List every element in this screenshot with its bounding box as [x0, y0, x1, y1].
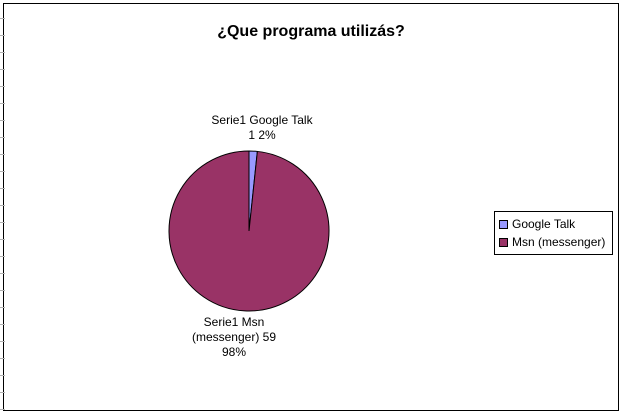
worksheet-row-tick: [0, 324, 5, 325]
pie-chart: [168, 150, 330, 312]
legend-item-google-talk: Google Talk: [499, 216, 575, 232]
worksheet-row-tick: [0, 205, 5, 206]
worksheet-row-tick: [0, 52, 5, 53]
legend-item-msn: Msn (messenger): [499, 234, 605, 250]
worksheet-row-tick: [0, 307, 5, 308]
worksheet-row-tick: [0, 69, 5, 70]
worksheet-row-tick: [0, 273, 5, 274]
legend-label-msn: Msn (messenger): [512, 235, 606, 249]
chart-title: ¿Que programa utilizás?: [217, 23, 405, 40]
worksheet-row-tick: [0, 35, 5, 36]
chart-area[interactable]: ¿Que programa utilizás? Serie1 Google Ta…: [3, 3, 619, 411]
worksheet-row-tick: [0, 239, 5, 240]
worksheet-row-tick: [0, 171, 5, 172]
worksheet-row-tick: [0, 120, 5, 121]
worksheet-row-tick: [0, 256, 5, 257]
worksheet-row-tick: [0, 222, 5, 223]
worksheet-row-tick: [0, 341, 5, 342]
worksheet-row-tick: [0, 18, 5, 19]
data-label-google-talk-line-2: 1 2%: [248, 128, 276, 142]
data-label-google-talk: Serie1 Google Talk 1 2%: [182, 113, 342, 143]
worksheet-row-tick: [0, 290, 5, 291]
worksheet-row-tick: [0, 86, 5, 87]
worksheet-row-tick: [0, 392, 5, 393]
worksheet-row-tick: [0, 103, 5, 104]
data-label-msn: Serie1 Msn (messenger) 59 98%: [169, 315, 299, 360]
chart-legend[interactable]: Google Talk Msn (messenger): [494, 211, 613, 255]
data-label-msn-line-1: Serie1 Msn: [203, 315, 265, 329]
pie-slice-msn[interactable]: [168, 150, 330, 312]
legend-label-google-talk: Google Talk: [512, 217, 576, 231]
legend-swatch-google-talk: [499, 219, 508, 229]
worksheet-row-tick: [0, 409, 5, 410]
legend-swatch-msn: [499, 237, 508, 247]
worksheet-row-tick: [0, 375, 5, 376]
worksheet-row-tick: [0, 137, 5, 138]
worksheet-row-tick: [0, 188, 5, 189]
worksheet-row-tick: [0, 154, 5, 155]
data-label-msn-line-3: 98%: [221, 345, 247, 359]
data-label-google-talk-line-1: Serie1 Google Talk: [211, 113, 313, 127]
worksheet-row-tick: [0, 358, 5, 359]
data-label-msn-line-2: (messenger) 59: [191, 330, 277, 344]
